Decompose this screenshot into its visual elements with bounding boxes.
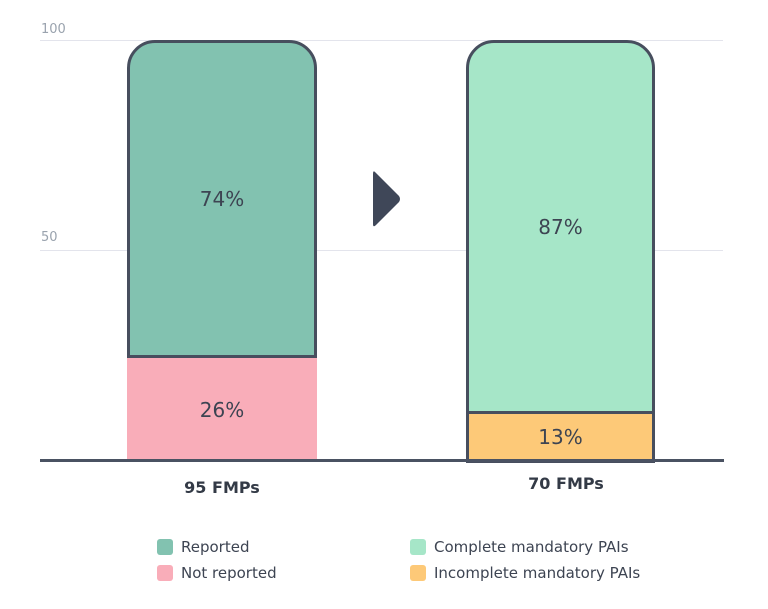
segment-label: 87% [538, 215, 583, 239]
category-label-70-fmps: 70 FMPs [528, 474, 604, 493]
ytick-100: 100 [41, 22, 66, 37]
segment-incomplete-pais: 13% [466, 411, 655, 463]
segment-complete-pais: 87% [466, 40, 655, 414]
segment-label: 74% [199, 187, 245, 211]
ytick-50: 50 [41, 230, 58, 245]
segment-not-reported: 26% [127, 358, 317, 461]
segment-reported: 74% [127, 40, 317, 358]
segment-label: 26% [199, 397, 245, 422]
gridline-100 [40, 40, 723, 41]
category-label-95-fmps: 95 FMPs [184, 478, 260, 497]
gridline-50 [40, 250, 723, 251]
legend-swatch [410, 565, 426, 581]
legend-label: Incomplete mandatory PAIs [434, 564, 641, 582]
legend-swatch [157, 565, 173, 581]
legend-item-reported: Reported [157, 538, 249, 556]
x-axis-baseline [40, 459, 724, 462]
legend-label: Reported [181, 538, 250, 556]
legend-item-complete-pais: Complete mandatory PAIs [410, 538, 629, 556]
legend-swatch [410, 539, 426, 555]
bar-70-fmps: 87% 13% [466, 40, 655, 463]
legend-item-incomplete-pais: Incomplete mandatory PAIs [410, 564, 640, 582]
legend-item-not-reported: Not reported [157, 564, 277, 582]
legend-swatch [157, 539, 173, 555]
triangle-right-icon [373, 171, 400, 227]
bar-95-fmps: 74% 26% [127, 40, 317, 461]
segment-label: 13% [538, 425, 583, 449]
legend-label: Not reported [181, 564, 277, 582]
legend-label: Complete mandatory PAIs [434, 538, 629, 556]
